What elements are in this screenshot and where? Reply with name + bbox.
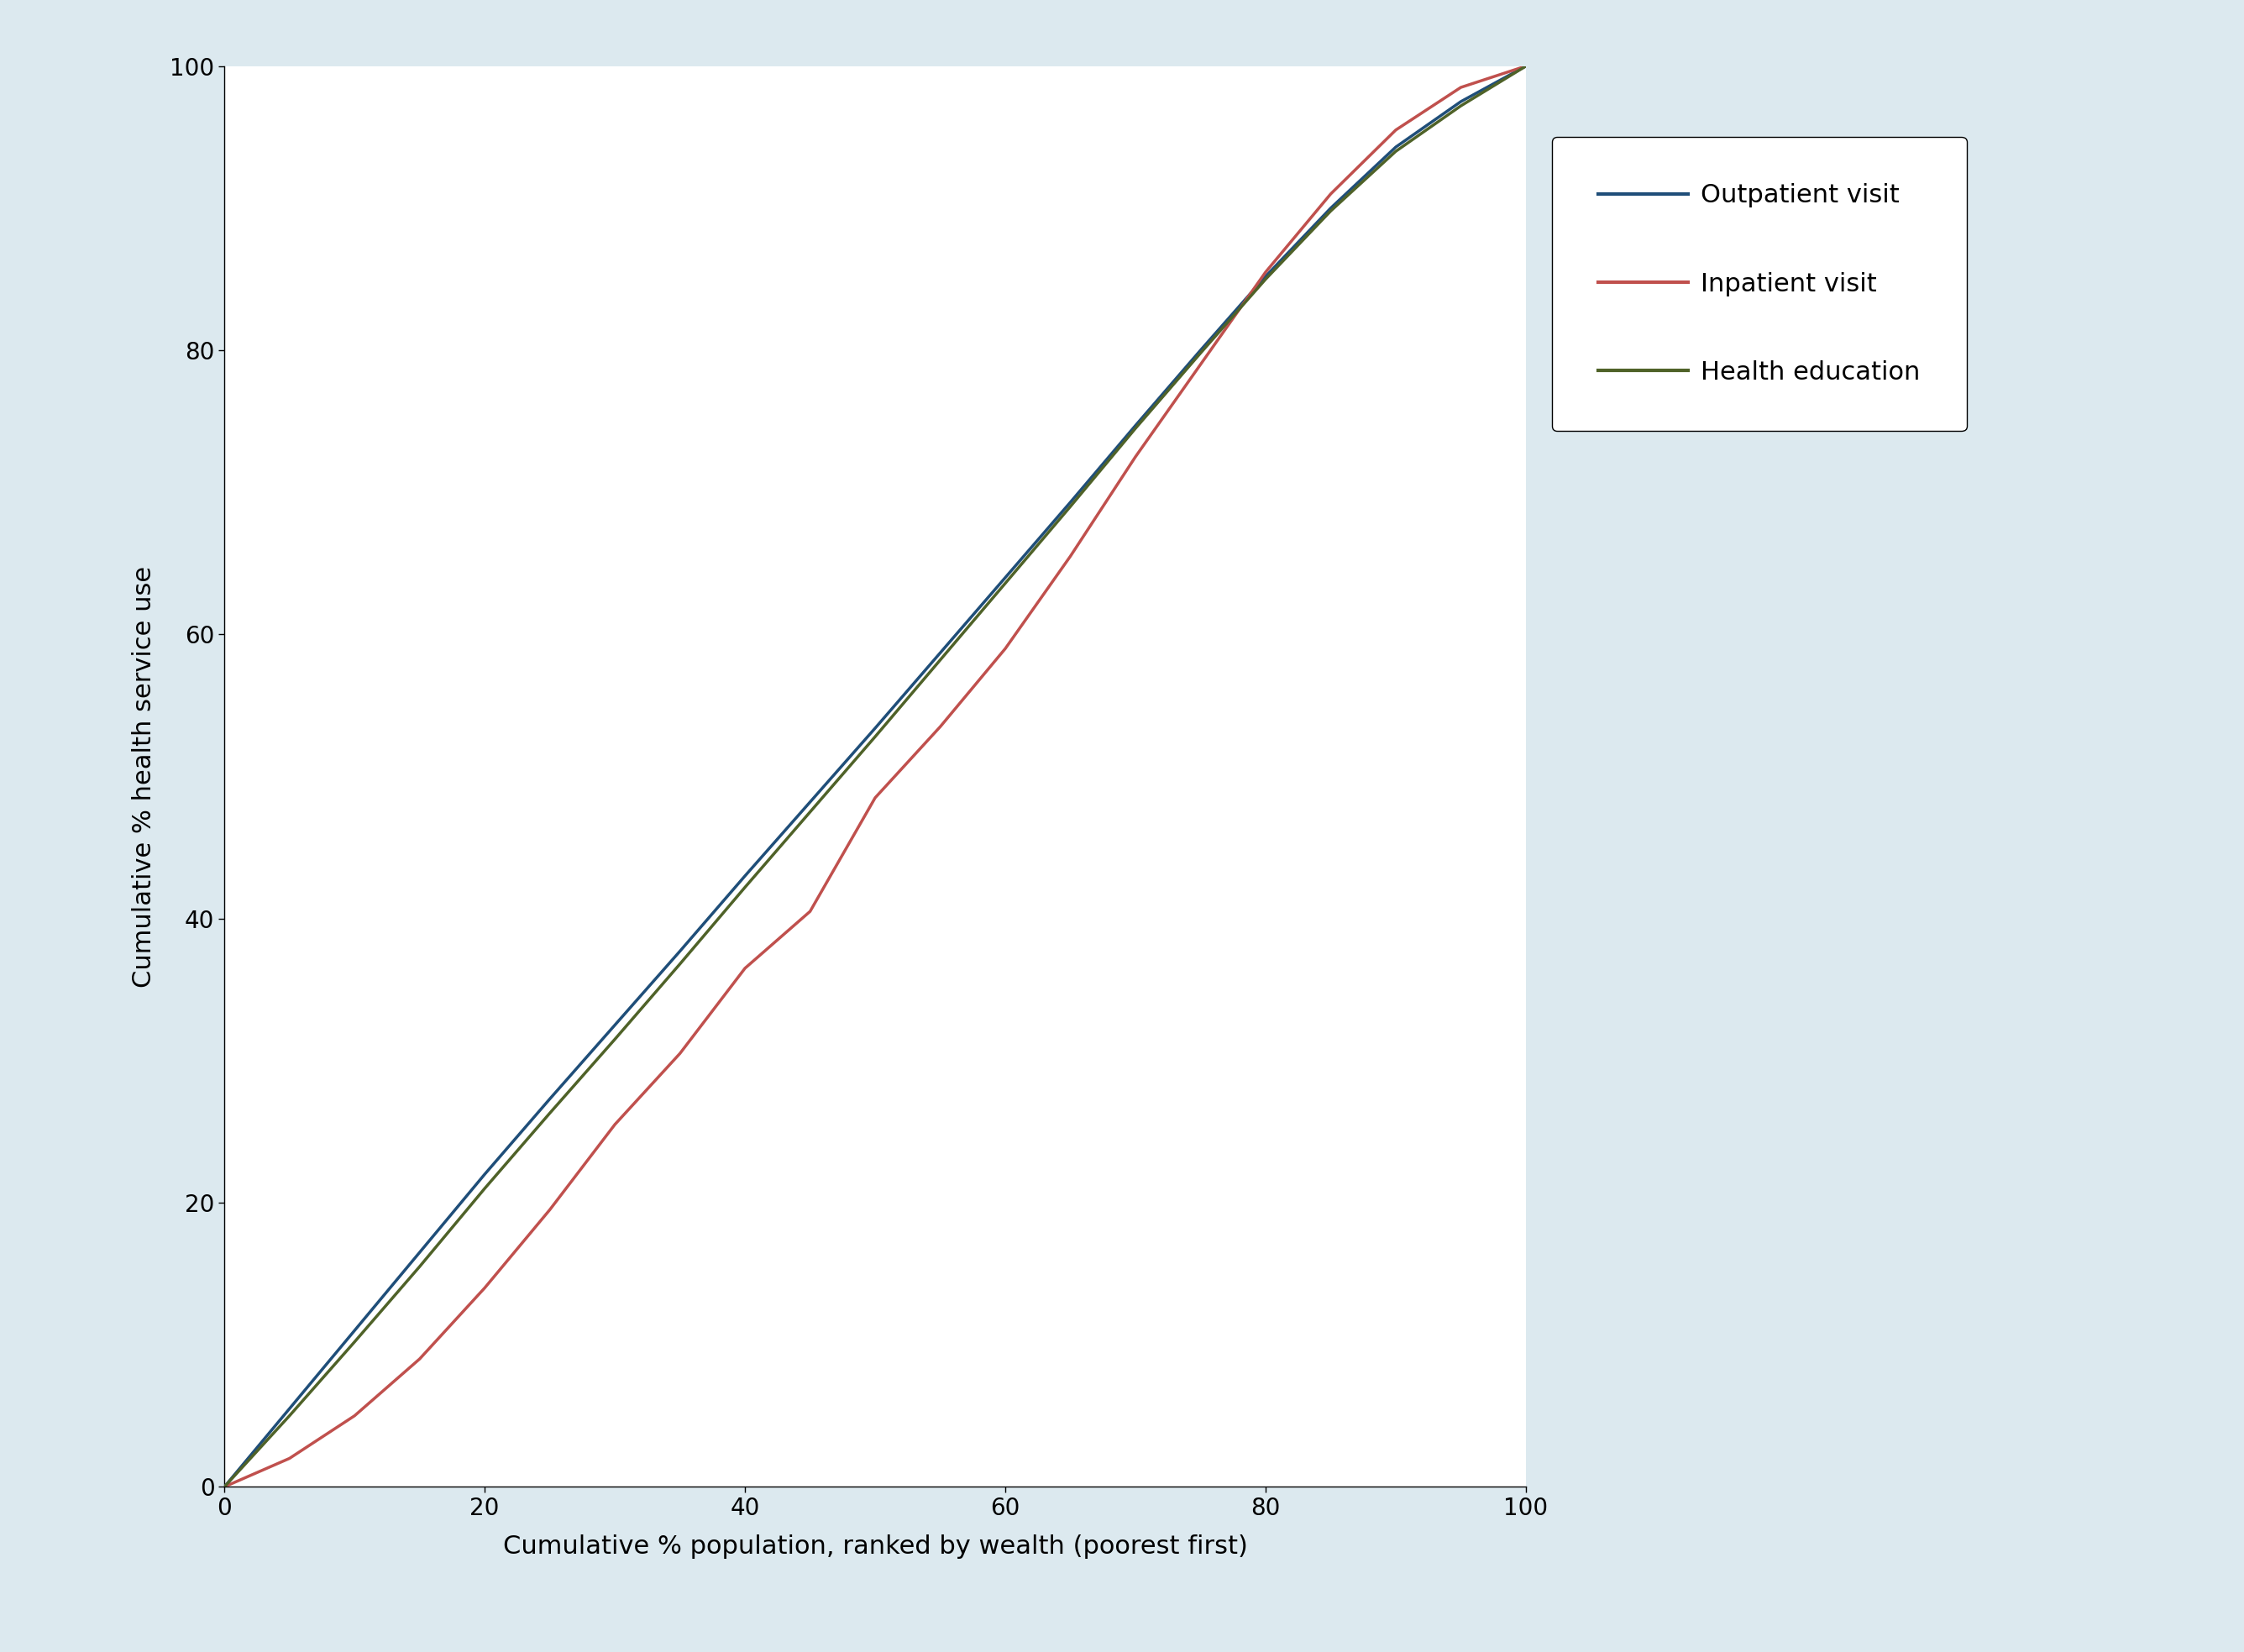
Legend: Outpatient visit, Inpatient visit, Health education: Outpatient visit, Inpatient visit, Healt…	[1553, 137, 1966, 431]
X-axis label: Cumulative % population, ranked by wealth (poorest first): Cumulative % population, ranked by wealt…	[503, 1535, 1248, 1558]
Y-axis label: Cumulative % health service use: Cumulative % health service use	[132, 565, 155, 988]
